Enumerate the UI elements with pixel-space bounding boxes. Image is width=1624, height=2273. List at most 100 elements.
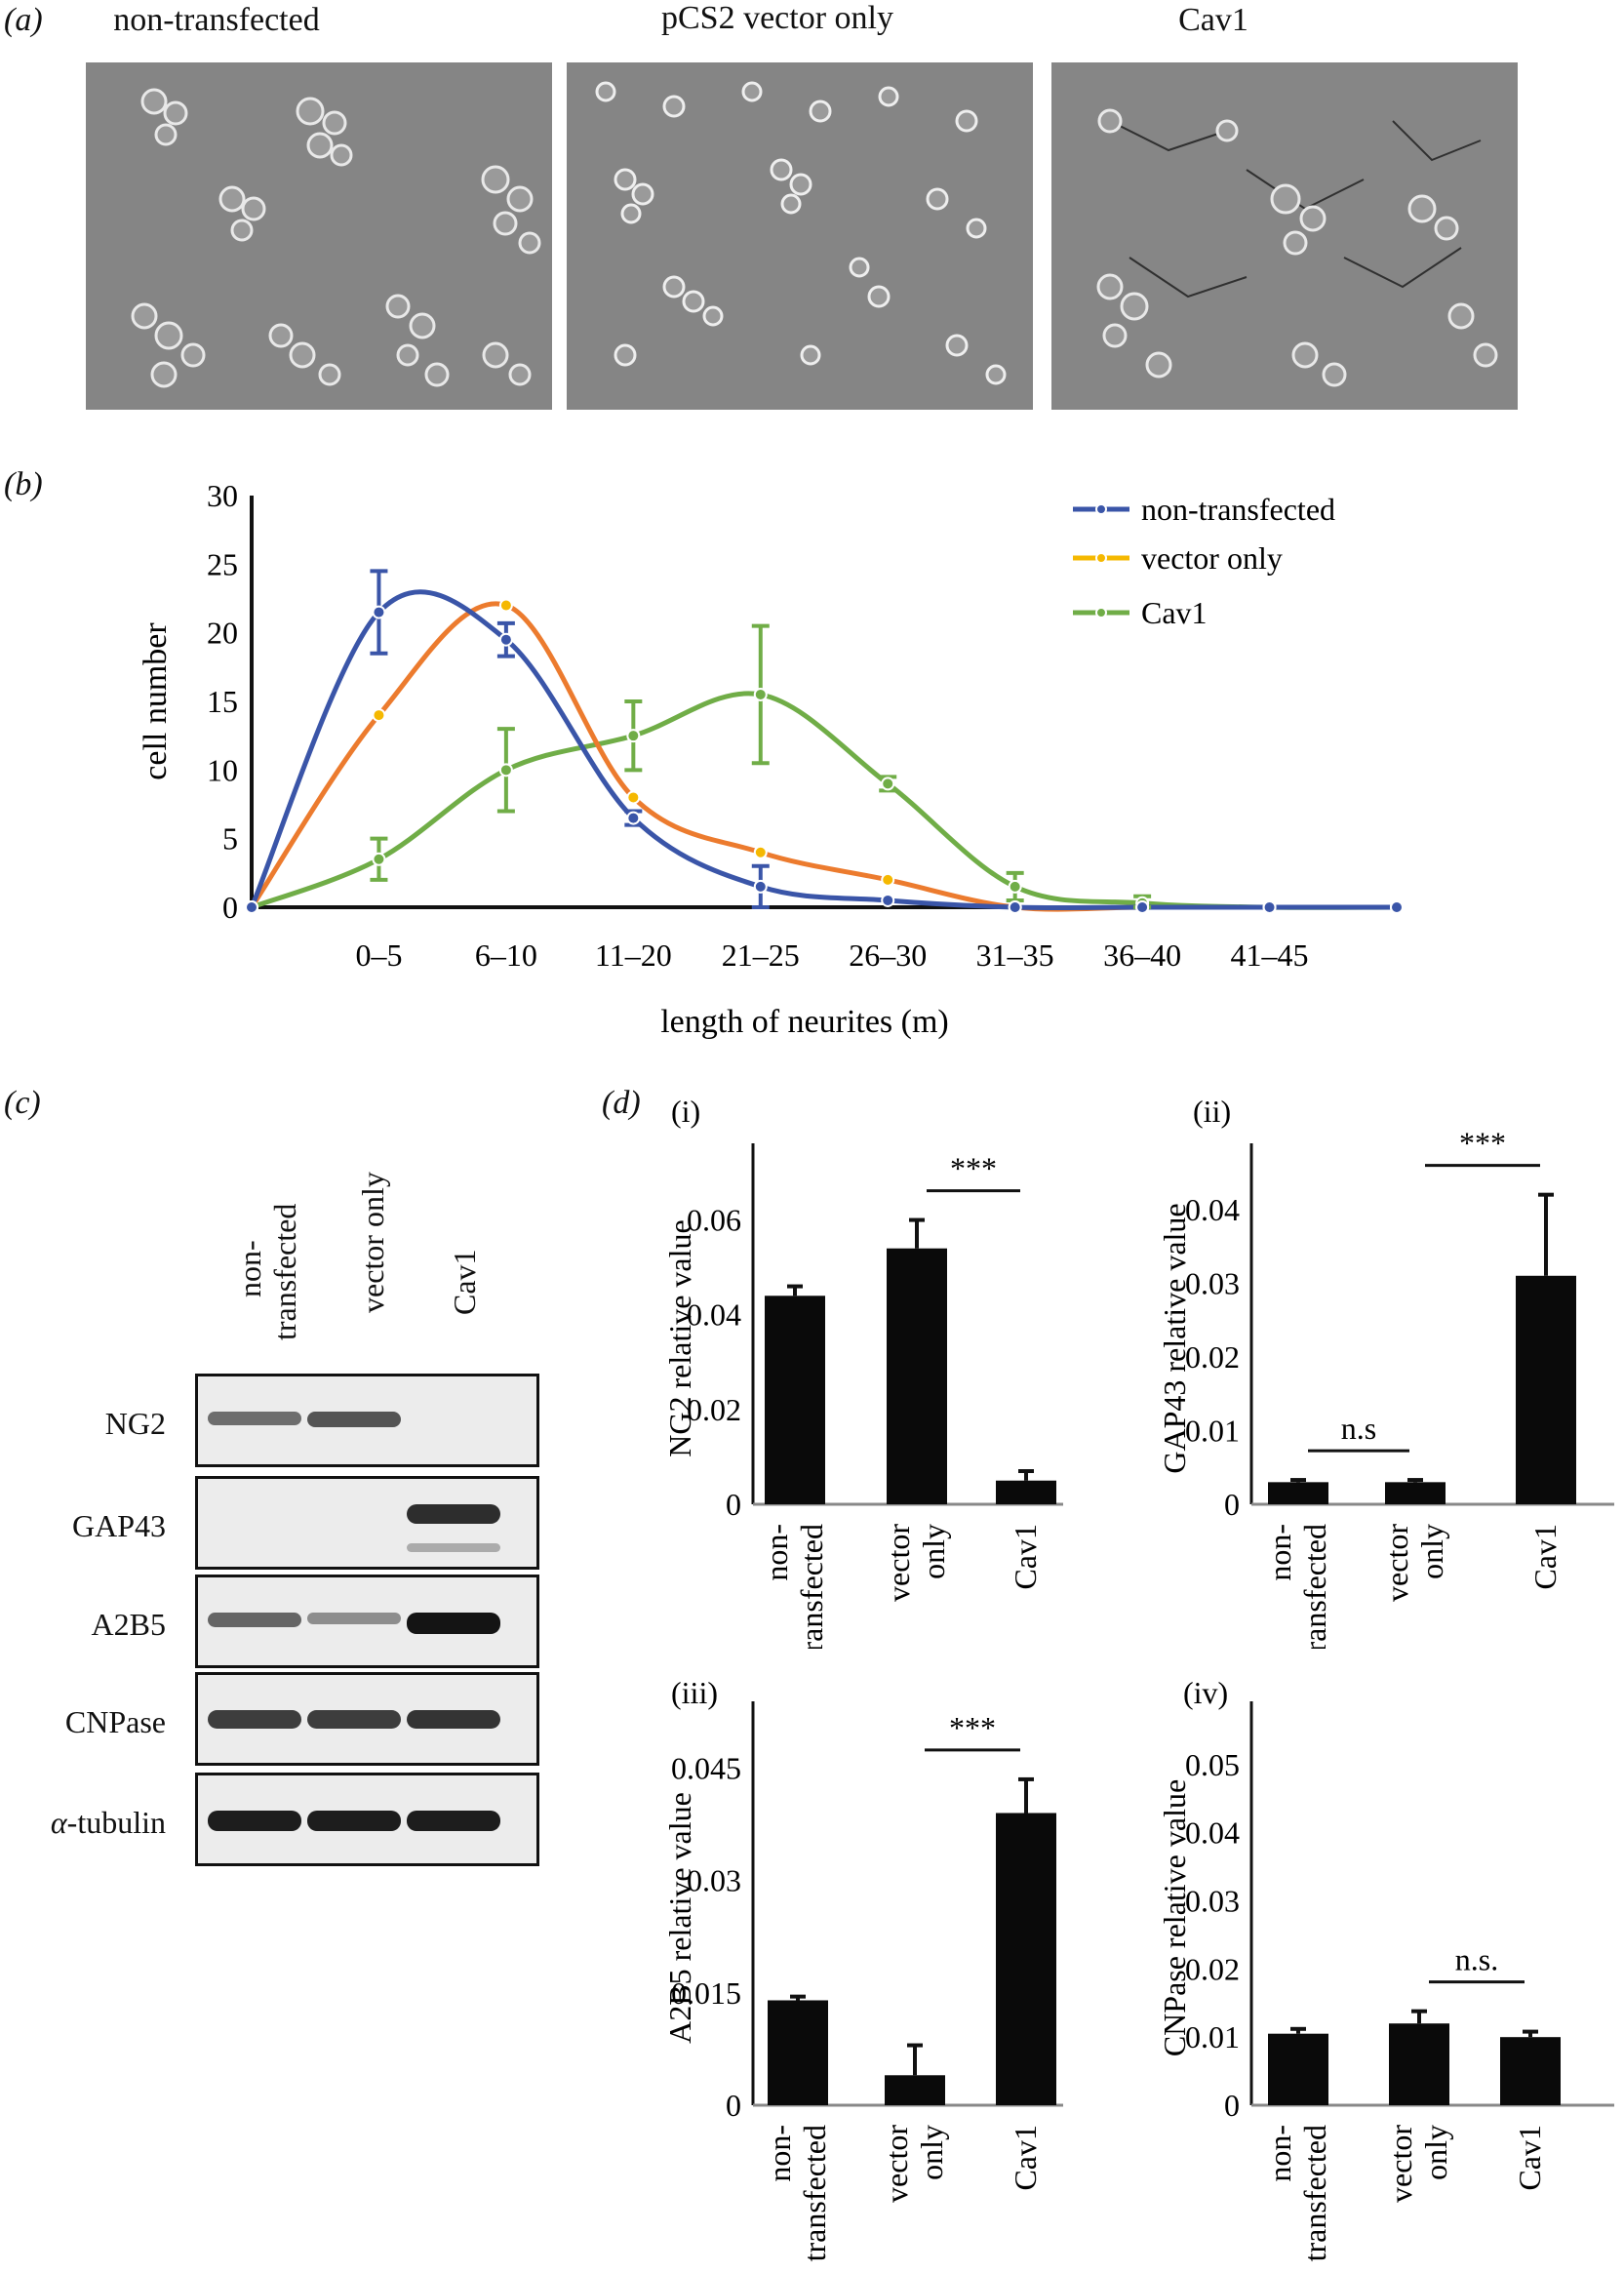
neurite-length-line-chart: 0 5 10 15 20 25 30 0–5 6–10 11–20 21–25 26–30 31–35 3… bbox=[138, 478, 1404, 1040]
significance-label: *** bbox=[950, 1151, 997, 1186]
legend-marker bbox=[1095, 552, 1107, 564]
bar bbox=[885, 2075, 945, 2105]
blot-row-label-alpha: α bbox=[50, 1805, 67, 1840]
data-point bbox=[1390, 900, 1404, 914]
subpanel-label: (iii) bbox=[671, 1675, 718, 1710]
bar bbox=[1500, 2037, 1561, 2105]
x-tick-label: 31–35 bbox=[976, 937, 1054, 973]
series-line bbox=[249, 589, 1397, 911]
y-tick-label: 0.06 bbox=[687, 1203, 741, 1238]
y-axis-title: A2B5 relative value bbox=[662, 1792, 697, 2044]
y-axis-title: GAP43 relative value bbox=[1157, 1203, 1192, 1473]
data-point bbox=[498, 598, 513, 613]
y-tick-label: 0.02 bbox=[687, 1392, 741, 1427]
data-point bbox=[881, 893, 895, 907]
data-point bbox=[881, 872, 895, 887]
x-tick-label: 6–10 bbox=[475, 937, 537, 973]
y-axis-title: CNPase relative value bbox=[1157, 1779, 1192, 2056]
a2b5-bar-chart: (iii) 0 0.015 0.03 0.045 A2B5 relative value n… bbox=[662, 1675, 1063, 2261]
blot-band bbox=[407, 1504, 500, 1524]
blot-band bbox=[407, 1811, 500, 1832]
bar bbox=[768, 2000, 828, 2105]
significance-label: n.s. bbox=[1455, 1942, 1498, 1977]
blot-row-label: GAP43 bbox=[71, 1508, 166, 1543]
panel-b-label: (b) bbox=[4, 466, 43, 502]
x-category-label: transfected bbox=[797, 2125, 832, 2261]
blot-band bbox=[307, 1811, 401, 1832]
x-category-label: transfected bbox=[1297, 1524, 1332, 1649]
data-point bbox=[372, 708, 386, 723]
y-tick-label: 0.015 bbox=[671, 1975, 741, 2011]
bar bbox=[1385, 1482, 1446, 1504]
y-tick-label: 0 bbox=[1224, 1487, 1240, 1522]
y-tick-label: 0.05 bbox=[1185, 1747, 1240, 1782]
x-tick-label: 41–45 bbox=[1231, 937, 1309, 973]
subpanel-label: (i) bbox=[671, 1094, 700, 1129]
y-tick-label: 20 bbox=[207, 616, 238, 651]
blot-band bbox=[208, 1710, 301, 1729]
y-tick-label: 15 bbox=[207, 684, 238, 719]
blot-band bbox=[208, 1412, 301, 1426]
y-tick-label: 5 bbox=[222, 821, 238, 857]
y-tick-label: 0.02 bbox=[1185, 1339, 1240, 1375]
blot-band bbox=[407, 1543, 500, 1552]
blot-row-label: α-tubulin bbox=[10, 1805, 166, 1841]
blot-band bbox=[307, 1710, 401, 1729]
blot-band bbox=[307, 1412, 401, 1428]
lane-label-transfected: transfected bbox=[267, 1203, 302, 1340]
significance-label: *** bbox=[1459, 1126, 1506, 1161]
series-line bbox=[251, 691, 1398, 910]
micrograph-title-cav1: Cav1 bbox=[1178, 2, 1248, 38]
data-point bbox=[881, 777, 895, 791]
data-point bbox=[1008, 900, 1022, 914]
significance-label: n.s bbox=[1341, 1411, 1376, 1446]
bar bbox=[1268, 1482, 1328, 1504]
x-category-label: Cav1 bbox=[1008, 1524, 1043, 1590]
y-tick-label: 0.04 bbox=[687, 1297, 741, 1333]
y-tick-label: 0.02 bbox=[1185, 1951, 1240, 1986]
data-point bbox=[498, 632, 513, 647]
x-tick-label: 0–5 bbox=[355, 937, 402, 973]
legend-entry: non-transfected bbox=[1141, 492, 1335, 527]
data-point bbox=[372, 852, 386, 866]
y-tick-label: 25 bbox=[207, 546, 238, 581]
y-tick-label: 0.03 bbox=[687, 1863, 741, 1898]
x-tick-label: 11–20 bbox=[595, 937, 672, 973]
y-tick-label: 0 bbox=[726, 2088, 741, 2123]
x-category-label: non- bbox=[759, 1524, 794, 1581]
y-axis-title: NG2 relative value bbox=[662, 1219, 697, 1456]
panel-a-label: (a) bbox=[4, 2, 43, 38]
x-category-label: non- bbox=[1262, 1524, 1297, 1581]
micrograph-image bbox=[567, 62, 1033, 410]
micrograph-vector-only bbox=[567, 62, 1033, 410]
micrograph-image bbox=[1051, 62, 1518, 410]
micrograph-non-transfected bbox=[86, 62, 552, 410]
lane-label-cav1: Cav1 bbox=[447, 1249, 482, 1315]
y-tick-label: 0 bbox=[1224, 2088, 1240, 2123]
x-category-label: only bbox=[1414, 1524, 1449, 1579]
bar bbox=[1389, 2023, 1449, 2105]
blot-strip bbox=[195, 1374, 539, 1467]
blot-band bbox=[407, 1710, 500, 1730]
blot-row-label: NG2 bbox=[104, 1406, 166, 1441]
x-category-label: Cav1 bbox=[1527, 1524, 1563, 1590]
panel-c-label: (c) bbox=[4, 1085, 41, 1121]
x-tick-label: 36–40 bbox=[1103, 937, 1181, 973]
bar bbox=[1268, 2033, 1328, 2105]
data-point bbox=[753, 845, 768, 859]
data-point bbox=[1135, 900, 1150, 914]
x-tick-label: 26–30 bbox=[849, 937, 927, 973]
legend-marker bbox=[1095, 607, 1107, 618]
blot-strip bbox=[195, 1773, 539, 1866]
blot-row-label: A2B5 bbox=[91, 1607, 166, 1642]
x-category-label: transfected bbox=[1297, 2125, 1332, 2261]
y-tick-label: 0 bbox=[726, 1487, 741, 1522]
bar bbox=[887, 1248, 947, 1504]
y-tick-label: 10 bbox=[207, 752, 238, 787]
x-category-label: Cav1 bbox=[1008, 2125, 1043, 2191]
micrograph-title-vector-only: pCS2 vector only bbox=[661, 0, 893, 36]
x-category-label: vector bbox=[879, 2125, 914, 2203]
